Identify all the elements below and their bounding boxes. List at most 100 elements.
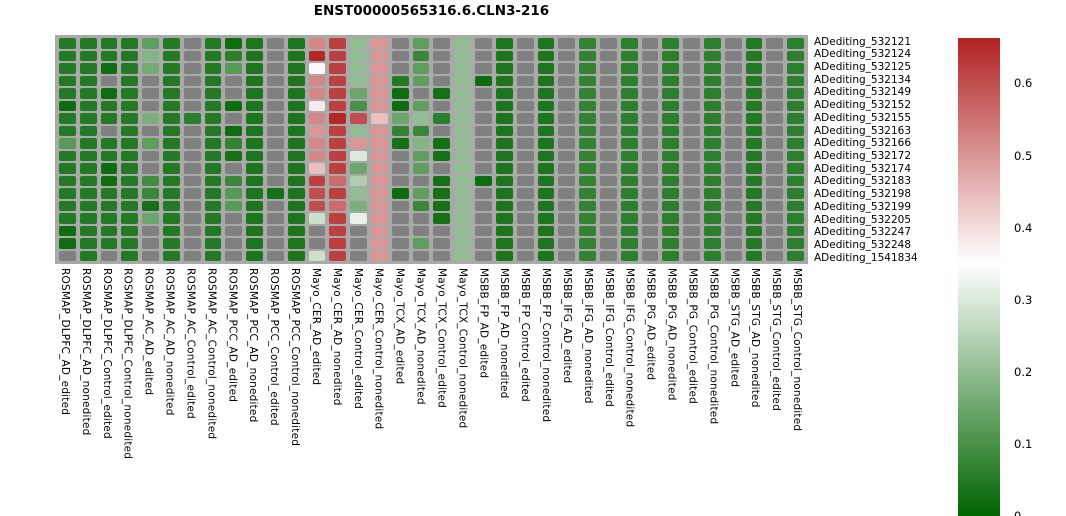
col-label: Mayo_TCX_AD_nonedited [414, 268, 427, 405]
heatmap-cell [724, 213, 742, 224]
heatmap-cell [350, 63, 368, 74]
heatmap-cell [163, 175, 180, 186]
heatmap-cell [100, 200, 118, 211]
heatmap-cell [433, 50, 451, 61]
heatmap-cell [745, 175, 763, 186]
heatmap-cell [391, 125, 409, 136]
heatmap-cell [79, 50, 97, 61]
heatmap-cell [475, 75, 492, 86]
heatmap-cell [495, 88, 513, 99]
heatmap-cell [246, 50, 264, 61]
heatmap-cell [121, 113, 139, 124]
heatmap-cell [599, 125, 617, 136]
heatmap-cell [100, 125, 118, 136]
heatmap-cell [267, 100, 284, 111]
heatmap-cell [683, 125, 700, 136]
heatmap-cell [329, 138, 347, 149]
heatmap-cell [579, 163, 596, 174]
heatmap-cell [495, 225, 513, 236]
col-label: MSBB_PG_Control_nonedited [707, 268, 720, 425]
heatmap-cell [163, 250, 180, 261]
heatmap-cell [121, 38, 139, 49]
heatmap-cell [163, 100, 180, 111]
heatmap-cell [183, 38, 201, 49]
heatmap-cell [683, 38, 700, 49]
heatmap-cell [662, 88, 680, 99]
heatmap-cell [79, 238, 97, 249]
heatmap-cell [412, 238, 430, 249]
heatmap-cell [100, 138, 118, 149]
heatmap-cell [433, 225, 451, 236]
heatmap-cell [724, 113, 742, 124]
heatmap-cell [329, 163, 347, 174]
heatmap-cell [620, 113, 638, 124]
heatmap-cell [391, 225, 409, 236]
heatmap-grid [55, 35, 808, 264]
heatmap-cell [641, 238, 659, 249]
heatmap-cell [246, 225, 264, 236]
heatmap-cell [703, 88, 721, 99]
heatmap-cell [350, 238, 368, 249]
heatmap-cell [79, 163, 97, 174]
heatmap-cell [412, 225, 430, 236]
row-label: ADediting_532155 [814, 111, 911, 124]
heatmap-cell [787, 238, 804, 249]
row-label: ADediting_532172 [814, 150, 911, 162]
heatmap-cell [183, 250, 201, 261]
heatmap-cell [308, 225, 326, 236]
col-label: ROSMAP_DLPFC_Control_nonedited [121, 268, 134, 460]
heatmap-cell [599, 163, 617, 174]
heatmap-cell [163, 200, 180, 211]
colorbar-tick-label: 0.5 [1014, 148, 1033, 163]
heatmap-cell [787, 50, 804, 61]
heatmap-cell [59, 225, 76, 236]
heatmap-cell [620, 213, 638, 224]
heatmap-cell [537, 138, 555, 149]
heatmap-cell [599, 88, 617, 99]
colorbar-tick-label: 0.2 [1014, 364, 1033, 379]
heatmap-cell [745, 113, 763, 124]
heatmap-cell [204, 50, 222, 61]
col-label: Mayo_TCX_Control_edited [435, 268, 448, 409]
heatmap-cell [100, 150, 118, 161]
heatmap-cell [163, 238, 180, 249]
heatmap-cell [308, 100, 326, 111]
heatmap-cell [163, 125, 180, 136]
heatmap-cell [495, 100, 513, 111]
heatmap-cell [100, 88, 118, 99]
heatmap-cell [683, 88, 700, 99]
heatmap-cell [537, 150, 555, 161]
heatmap-cell [433, 175, 451, 186]
heatmap-cell [766, 113, 784, 124]
heatmap-cell [454, 200, 472, 211]
row-label: ADediting_1541834 [814, 251, 918, 264]
heatmap-cell [724, 225, 742, 236]
heatmap-cell [662, 75, 680, 86]
heatmap-cell [558, 175, 576, 186]
heatmap-cell [537, 175, 555, 186]
heatmap-cell [204, 188, 222, 199]
row-label: ADediting_532199 [814, 200, 911, 213]
heatmap-cell [662, 100, 680, 111]
heatmap-cell [724, 200, 742, 211]
heatmap-cell [412, 75, 430, 86]
heatmap-cell [121, 138, 139, 149]
heatmap-cell [59, 163, 76, 174]
heatmap-cell [287, 150, 305, 161]
heatmap-cell [163, 213, 180, 224]
heatmap-cell [766, 38, 784, 49]
heatmap-cell [142, 150, 160, 161]
heatmap-cell [558, 225, 576, 236]
heatmap-cell [246, 63, 264, 74]
heatmap-cell [454, 75, 472, 86]
heatmap-cell [121, 200, 139, 211]
heatmap-cell [787, 175, 804, 186]
heatmap-cell [537, 238, 555, 249]
heatmap-cell [745, 225, 763, 236]
heatmap-cell [454, 238, 472, 249]
heatmap-cell [703, 213, 721, 224]
heatmap-cell [516, 213, 534, 224]
heatmap-cell [391, 100, 409, 111]
heatmap-cell [142, 238, 160, 249]
heatmap-cell [287, 125, 305, 136]
